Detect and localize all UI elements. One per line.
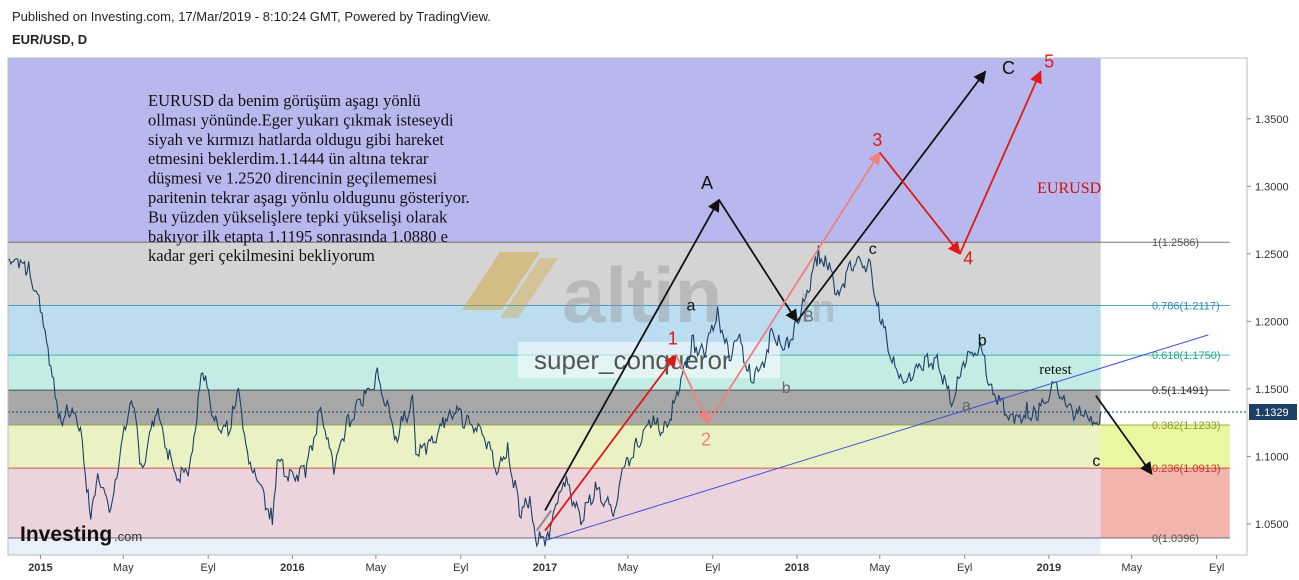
annotation-10: 1	[668, 328, 678, 348]
annotation-4: b	[782, 380, 791, 397]
analysis-line-8: kadar geri çekilmesini bekliyorum	[148, 246, 375, 265]
fib-label-0: 1(1.2586)	[1152, 237, 1199, 249]
altin-logo-icon	[462, 252, 558, 318]
analysis-line-4: düşmesi ve 1.2520 direncinin geçilememes…	[148, 169, 438, 188]
x-tick-label-11: Eyl	[957, 562, 972, 574]
projection-zone-lower	[1100, 468, 1230, 538]
x-tick-label-13: May	[1121, 562, 1142, 574]
annotation-3: a	[687, 298, 696, 315]
fib-label-3: 0.5(1.1491)	[1152, 385, 1208, 397]
red-wave-2	[707, 151, 881, 424]
fib-label-4: 0.382(1.1233)	[1152, 420, 1221, 432]
annotation-12: 3	[872, 130, 882, 150]
analysis-drawings	[535, 70, 1209, 541]
fib-zone-3	[8, 390, 1101, 425]
annotation-2: B	[803, 308, 814, 325]
y-tick-label-1: 1.1000	[1255, 451, 1289, 463]
red-wave-4	[959, 70, 1042, 255]
black-wave-2	[796, 70, 987, 322]
fib-label-2: 0.618(1.1750)	[1152, 350, 1221, 362]
fib-label-5: 0.236(1.0913)	[1152, 463, 1221, 475]
brand-logo: Investing	[20, 523, 112, 546]
fib-zone-top	[8, 58, 1101, 243]
annotation-8: retest	[1039, 362, 1072, 378]
axes: 1.0500 1.1000 1.1500 1.2000 1.2500 1.3000 1.35…	[7, 57, 1297, 574]
annotation-5: c	[869, 241, 877, 258]
current-price-badge	[1249, 403, 1297, 420]
black-wave-0	[544, 198, 720, 511]
y-tick-label-0: 1.0500	[1255, 519, 1289, 531]
annotation-15: EURUSD	[1037, 180, 1101, 197]
red-wave-0	[544, 354, 677, 532]
price-series	[7, 245, 1247, 548]
projection-arrow	[1095, 395, 1153, 475]
analysis-line-2: siyah ve kırmızı hatlarda oldugu gibi ha…	[148, 130, 444, 149]
grey-wave	[535, 509, 553, 532]
analysis-line-3: etmesini beklerdim.1.1444 ün altına tekr…	[148, 149, 429, 168]
x-tick-label-4: May	[366, 562, 387, 574]
y-tick-label-3: 1.2000	[1255, 316, 1289, 328]
x-tick-label-7: May	[617, 562, 638, 574]
published-caption: Published on Investing.com, 17/Mar/2019 …	[12, 9, 491, 24]
fib-label-6: 0(1.0396)	[1152, 533, 1199, 545]
x-tick-label-1: May	[113, 562, 134, 574]
price-line	[7, 245, 1102, 548]
watermark: altin in super_conqueror	[462, 251, 836, 378]
x-tick-label-6: 2017	[533, 562, 557, 574]
x-tick-label-2: Eyl	[201, 562, 216, 574]
black-wave-1	[718, 199, 798, 323]
x-tick-label-3: 2016	[280, 562, 304, 574]
analysis-line-0: EURUSD da benim görüşüm aşagı yönlü	[148, 91, 421, 110]
y-tick-label-5: 1.3000	[1255, 181, 1289, 193]
analysis-text: EURUSD da benim görüşüm aşagı yönlüollma…	[148, 91, 470, 265]
annotation-1: C	[1002, 58, 1015, 78]
watermark-logo: altin	[562, 251, 722, 339]
fib-zone-0	[8, 242, 1101, 306]
red-wave-3	[879, 151, 961, 255]
annotation-14: 5	[1044, 51, 1054, 71]
annotations: A C Ba b c b a retest c 1 2 3 4 5 EURUSD	[668, 51, 1101, 469]
brand-logo-suffix: .com	[114, 529, 142, 544]
annotation-0: A	[701, 173, 713, 193]
x-tick-label-8: Eyl	[705, 562, 720, 574]
red-wave-1	[675, 354, 709, 424]
y-tick-label-4: 1.2500	[1255, 249, 1289, 261]
fib-label-1: 0.786(1.2117)	[1152, 301, 1220, 313]
x-tick-label-14: Eyl	[1209, 562, 1224, 574]
watermark-user-box	[518, 342, 780, 378]
watermark-user: super_conqueror	[534, 345, 731, 375]
x-tick-label-0: 2015	[28, 562, 52, 574]
symbol-title: EUR/USD, D	[12, 32, 88, 47]
y-tick-label-2: 1.1500	[1255, 384, 1289, 396]
x-tick-label-12: 2019	[1037, 562, 1061, 574]
annotation-7: a	[962, 397, 971, 414]
analysis-line-5: paritenin tekrar aşagı yönlu oldugunu gö…	[148, 188, 470, 207]
annotation-6: b	[978, 333, 987, 350]
analysis-line-7: bakıyor ilk etapta 1.1195 sonrasında 1.0…	[148, 227, 448, 246]
annotation-13: 4	[963, 249, 973, 269]
y-tick-label-6: 1.3500	[1255, 114, 1289, 126]
annotation-9: c	[1092, 453, 1100, 470]
x-tick-label-9: 2018	[785, 562, 809, 574]
current-price-label: 1.1329	[1255, 407, 1289, 419]
fib-zone-bottom	[8, 537, 1101, 555]
analysis-line-6: Bu yüzden yükselişlere tepki yükselişi o…	[148, 207, 448, 226]
fib-zone-5	[8, 468, 1101, 538]
annotation-11: 2	[701, 430, 711, 450]
x-tick-label-5: Eyl	[453, 562, 468, 574]
investing-brand: Investing .com	[20, 523, 142, 546]
analysis-line-1: ollması yönünde.Eger yukarı çıkmak istes…	[148, 110, 454, 129]
trend-line	[546, 334, 1209, 541]
x-tick-label-10: May	[869, 562, 890, 574]
